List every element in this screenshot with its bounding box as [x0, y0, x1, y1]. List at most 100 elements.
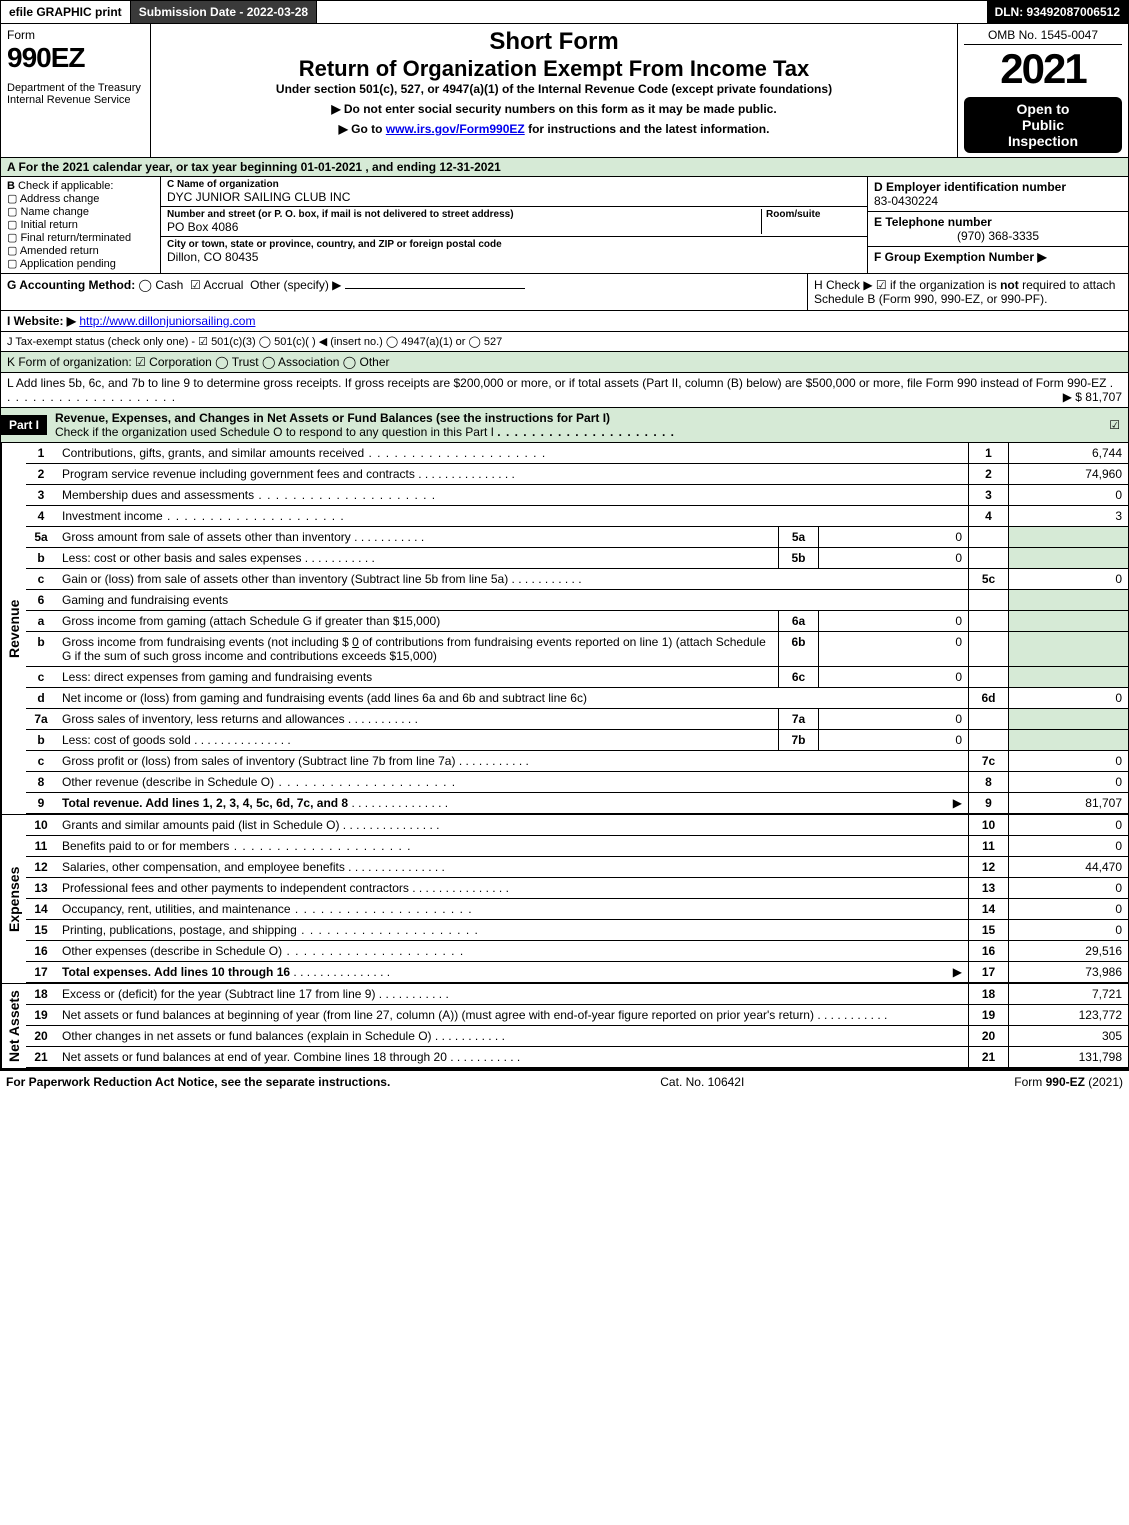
c-name-label: C Name of organization	[167, 179, 861, 190]
l9-num: 9	[26, 793, 56, 814]
b-amended-return[interactable]: Amended return	[7, 244, 154, 257]
l5c-dots	[508, 572, 581, 586]
g-cash[interactable]	[139, 278, 156, 292]
l6a-desc: Gross income from gaming (attach Schedul…	[62, 614, 440, 628]
footer-right: Form 990-EZ (2021)	[1014, 1075, 1123, 1089]
l21-val: 131,798	[1009, 1047, 1129, 1068]
l6d-desc: Net income or (loss) from gaming and fun…	[62, 691, 587, 705]
l6-num: 6	[26, 590, 56, 611]
l19-num: 19	[26, 1005, 56, 1026]
l1-dots	[364, 446, 546, 460]
l19-dots	[814, 1008, 887, 1022]
line-15: 15 Printing, publications, postage, and …	[26, 920, 1129, 941]
l6a-num: a	[26, 611, 56, 632]
l11-dots	[229, 839, 411, 853]
website-link[interactable]: http://www.dillonjuniorsailing.com	[79, 314, 255, 328]
short-form-title: Short Form	[157, 28, 951, 56]
l17-desc: Total expenses. Add lines 10 through 16	[62, 965, 290, 979]
l6b-desc1: Gross income from fundraising events (no…	[62, 635, 349, 649]
revenue-table: 1 Contributions, gifts, grants, and simi…	[26, 443, 1129, 814]
l7b-val-shade	[1009, 730, 1129, 751]
l6a-box-shade	[969, 611, 1009, 632]
c-city-block: City or town, state or province, country…	[161, 237, 867, 266]
l7c-dots	[455, 754, 528, 768]
b-final-return[interactable]: Final return/terminated	[7, 231, 154, 244]
submission-date: Submission Date - 2022-03-28	[131, 1, 317, 23]
l5b-dots	[301, 551, 374, 565]
l13-desc: Professional fees and other payments to …	[62, 881, 409, 895]
l1-desc: Contributions, gifts, grants, and simila…	[62, 446, 364, 460]
l7b-num: b	[26, 730, 56, 751]
l11-desc: Benefits paid to or for members	[62, 839, 229, 853]
g-other-input[interactable]	[345, 288, 525, 289]
l5b-sb: 5b	[779, 548, 819, 569]
l13-box: 13	[969, 878, 1009, 899]
header-right: OMB No. 1545-0047 2021 Open to Public In…	[958, 24, 1128, 157]
l9-box: 9	[969, 793, 1009, 814]
l11-num: 11	[26, 836, 56, 857]
l6b-num: b	[26, 632, 56, 667]
section-l-row: L Add lines 5b, 6c, and 7b to line 9 to …	[0, 373, 1129, 408]
g-accrual-label: Accrual	[203, 278, 243, 292]
goto-post: for instructions and the latest informat…	[528, 122, 769, 136]
l2-box: 2	[969, 464, 1009, 485]
l4-val: 3	[1009, 506, 1129, 527]
line-21: 21 Net assets or fund balances at end of…	[26, 1047, 1129, 1068]
line-6d: d Net income or (loss) from gaming and f…	[26, 688, 1129, 709]
return-title: Return of Organization Exempt From Incom…	[157, 56, 951, 82]
l1-num: 1	[26, 443, 56, 464]
l17-val: 73,986	[1009, 962, 1129, 983]
b-address-change[interactable]: Address change	[7, 192, 154, 205]
l6c-val-shade	[1009, 667, 1129, 688]
l7a-desc: Gross sales of inventory, less returns a…	[62, 712, 345, 726]
l3-num: 3	[26, 485, 56, 506]
line-1: 1 Contributions, gifts, grants, and simi…	[26, 443, 1129, 464]
section-j-row: J Tax-exempt status (check only one) - ☑…	[0, 332, 1129, 352]
l15-val: 0	[1009, 920, 1129, 941]
b-checkbox-list: Address change Name change Initial retur…	[7, 192, 154, 270]
l13-dots	[409, 881, 509, 895]
l9-arrow: ▶	[953, 796, 962, 810]
g-accrual[interactable]	[190, 278, 203, 292]
dln: DLN: 93492087006512	[987, 1, 1128, 23]
dept-treasury: Department of the Treasury	[7, 82, 144, 94]
tax-year: 2021	[964, 45, 1122, 93]
part-1-label: Part I	[1, 415, 47, 435]
f-group-label: F Group Exemption Number ▶	[874, 250, 1047, 264]
section-b: B Check if applicable: Address change Na…	[1, 177, 161, 273]
l18-dots	[375, 987, 448, 1001]
l3-val: 0	[1009, 485, 1129, 506]
efile-label: efile GRAPHIC print	[1, 1, 131, 23]
b-initial-return[interactable]: Initial return	[7, 218, 154, 231]
insp-3: Inspection	[966, 133, 1120, 149]
l19-val: 123,772	[1009, 1005, 1129, 1026]
irs-link[interactable]: www.irs.gov/Form990EZ	[386, 122, 525, 136]
form-number: 990EZ	[7, 42, 144, 74]
footer-left: For Paperwork Reduction Act Notice, see …	[6, 1075, 390, 1089]
part-1-header: Part I Revenue, Expenses, and Changes in…	[0, 408, 1129, 443]
l5b-sv: 0	[819, 548, 969, 569]
l6b-sb: 6b	[779, 632, 819, 667]
l19-desc: Net assets or fund balances at beginning…	[62, 1008, 814, 1022]
line-7c: c Gross profit or (loss) from sales of i…	[26, 751, 1129, 772]
l1-val: 6,744	[1009, 443, 1129, 464]
c-room-label: Room/suite	[766, 209, 861, 220]
l16-dots	[282, 944, 464, 958]
top-bar: efile GRAPHIC print Submission Date - 20…	[0, 0, 1129, 24]
l14-dots	[291, 902, 473, 916]
l9-desc: Total revenue. Add lines 1, 2, 3, 4, 5c,…	[62, 796, 348, 810]
section-bcd-row: B Check if applicable: Address change Na…	[0, 177, 1129, 274]
part-1-checkbox[interactable]	[1109, 418, 1128, 432]
line-4: 4 Investment income 4 3	[26, 506, 1129, 527]
net-assets-section: Net Assets 18 Excess or (deficit) for th…	[0, 984, 1129, 1069]
l2-desc: Program service revenue including govern…	[62, 467, 415, 481]
b-application-pending[interactable]: Application pending	[7, 257, 154, 270]
b-name-change[interactable]: Name change	[7, 205, 154, 218]
l6b-val-shade	[1009, 632, 1129, 667]
l6a-sv: 0	[819, 611, 969, 632]
line-14: 14 Occupancy, rent, utilities, and maint…	[26, 899, 1129, 920]
l9-dots	[348, 796, 448, 810]
line-6b: b Gross income from fundraising events (…	[26, 632, 1129, 667]
part-1-sub: Check if the organization used Schedule …	[55, 425, 494, 439]
l10-num: 10	[26, 815, 56, 836]
